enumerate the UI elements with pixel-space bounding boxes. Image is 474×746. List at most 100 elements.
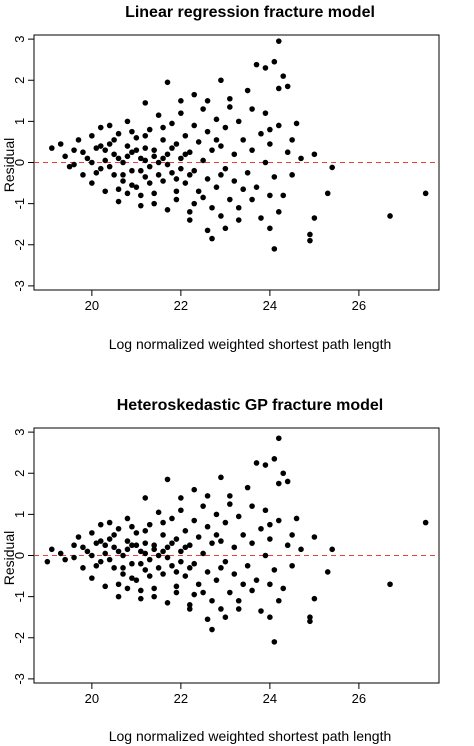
top-scatter-point xyxy=(75,137,82,143)
bottom-x-axis-label: Log normalized weighted shortest path le… xyxy=(109,728,392,744)
top-scatter-point xyxy=(222,225,229,232)
top-scatter-point xyxy=(120,159,126,166)
top-scatter-point xyxy=(133,147,140,153)
top-scatter-point xyxy=(218,77,224,84)
top-scatter-point xyxy=(235,217,242,223)
bottom-scatter-point xyxy=(89,530,95,536)
bottom-scatter-point xyxy=(307,614,313,620)
bottom-scatter-point xyxy=(155,509,162,516)
top-scatter-point xyxy=(289,172,295,178)
bottom-x-tick-label: 20 xyxy=(85,691,99,706)
top-scatter-point xyxy=(191,200,198,207)
bottom-scatter-point xyxy=(267,521,273,528)
top-scatter-point xyxy=(191,167,198,174)
bottom-scatter-point xyxy=(151,542,157,549)
top-scatter-point xyxy=(129,167,135,174)
bottom-scatter-point xyxy=(267,614,273,620)
top-scatter-point xyxy=(178,110,184,116)
bottom-scatter-point xyxy=(124,585,131,592)
top-scatter-point xyxy=(204,128,211,135)
top-scatter-point xyxy=(146,163,153,170)
top-scatter-point xyxy=(173,188,180,195)
top-scatter-point xyxy=(111,172,117,178)
bottom-scatter-point xyxy=(422,519,429,526)
bottom-scatter-point xyxy=(240,532,246,538)
bottom-scatter-point xyxy=(111,532,117,538)
bottom-scatter-point xyxy=(280,470,287,477)
bottom-scatter-point xyxy=(249,540,255,546)
top-scatter-point xyxy=(200,194,206,201)
top-scatter-point xyxy=(253,61,260,68)
top-scatter-point xyxy=(209,147,215,153)
bottom-scatter-point xyxy=(209,626,215,633)
bottom-scatter-point xyxy=(204,523,211,530)
bottom-scatter-point xyxy=(235,513,242,520)
top-scatter-point xyxy=(89,132,95,139)
top-axis-ticks xyxy=(28,38,360,296)
top-scatter-point xyxy=(142,157,149,164)
top-y-axis-label: Residual xyxy=(1,138,17,192)
bottom-scatter-point xyxy=(213,577,220,583)
top-scatter-point xyxy=(120,172,126,178)
bottom-scatter-point xyxy=(222,614,229,620)
top-scatter-point xyxy=(324,190,331,197)
bottom-scatter-point xyxy=(186,542,193,549)
top-scatter-point xyxy=(213,116,220,123)
bottom-scatter-point xyxy=(298,546,304,553)
top-scatter-point xyxy=(115,186,122,193)
bottom-scatter-point xyxy=(71,542,77,549)
top-scatter-point xyxy=(240,137,246,143)
bottom-scatter-point xyxy=(262,552,269,559)
bottom-scatter-point xyxy=(93,562,100,569)
top-scatter-point xyxy=(271,58,278,65)
bottom-scatter-point xyxy=(102,542,109,549)
bottom-scatter-point xyxy=(227,501,233,507)
top-scatter-point xyxy=(227,196,233,203)
bottom-scatter-point xyxy=(200,503,206,509)
top-scatter-point xyxy=(164,151,171,158)
top-scatter-point xyxy=(138,202,144,209)
top-scatter-point xyxy=(186,172,193,178)
top-scatter-point xyxy=(97,124,104,131)
bottom-scatter-point xyxy=(244,562,251,569)
top-scatter-point xyxy=(115,130,122,137)
bottom-scatter-point xyxy=(151,593,157,600)
bottom-scatter-point xyxy=(129,523,135,530)
top-scatter-point xyxy=(213,137,220,143)
top-scatter-point xyxy=(133,184,140,190)
top-scatter-point xyxy=(160,155,166,162)
top-scatter-point xyxy=(80,172,86,178)
bottom-scatter-point xyxy=(164,554,171,561)
top-scatter-point xyxy=(169,120,175,127)
top-scatter-point xyxy=(173,141,180,147)
bottom-scatter-point xyxy=(200,550,206,557)
top-scatter-point xyxy=(209,204,215,211)
bottom-scatter-point xyxy=(151,546,157,553)
bottom-scatter-point xyxy=(146,556,153,563)
bottom-scatter-point xyxy=(164,544,171,551)
bottom-y-tick-label: -2 xyxy=(12,632,27,644)
top-scatter-point xyxy=(329,164,335,171)
top-y-tick-label: -3 xyxy=(12,280,27,292)
top-scatter-point xyxy=(155,172,162,178)
top-scatter-point xyxy=(227,104,233,110)
bottom-scatter-point xyxy=(115,525,122,532)
bottom-scatter-point xyxy=(280,585,287,592)
bottom-scatter-point xyxy=(129,575,135,581)
top-scatter-point xyxy=(249,196,255,203)
top-scatter-point xyxy=(307,231,313,238)
bottom-scatter-point xyxy=(284,542,291,549)
bottom-scatter-point xyxy=(271,456,278,462)
top-scatter-point xyxy=(133,135,140,141)
bottom-scatter-point xyxy=(195,534,202,540)
top-scatter-point xyxy=(182,180,189,186)
top-scatter-point xyxy=(204,176,211,182)
bottom-scatter-point xyxy=(231,571,238,577)
top-scatter-point xyxy=(151,200,157,207)
top-scatter-points xyxy=(49,38,429,252)
bottom-scatter-point xyxy=(160,548,166,555)
bottom-scatter-point xyxy=(124,515,131,522)
top-scatter-point xyxy=(307,237,313,244)
bottom-scatter-point xyxy=(204,616,211,623)
